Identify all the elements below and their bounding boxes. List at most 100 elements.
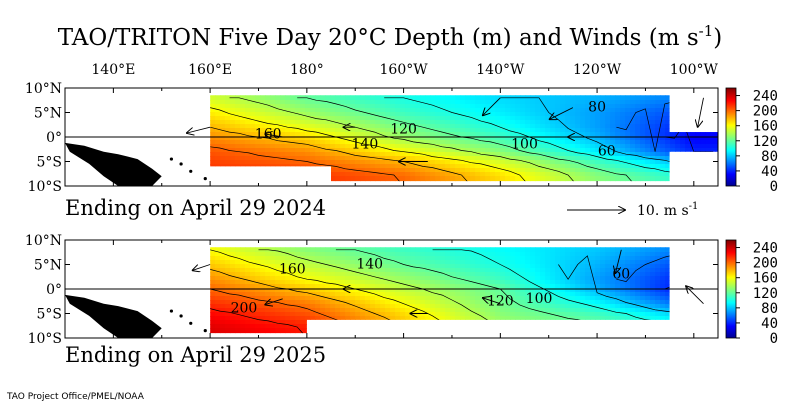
depth-cell [665,100,671,105]
depth-cell [380,168,386,173]
depth-cell [365,260,371,265]
depth-cell [465,164,471,169]
depth-cell [335,248,341,253]
depth-cell [695,95,701,97]
depth-cell [325,247,331,249]
depth-cell [245,292,251,297]
depth-cell [575,116,581,121]
depth-cell [290,100,296,105]
depth-cell [430,180,436,182]
depth-cell [470,300,476,305]
depth-cell [225,168,231,173]
depth-cell [505,104,511,109]
depth-cell [405,132,411,137]
depth-cell [410,328,416,333]
depth-cell [700,95,706,97]
depth-cell [505,256,511,261]
depth-cell [295,140,301,145]
depth-cell [255,288,261,293]
depth-cell [435,296,441,301]
depth-cell [475,240,481,245]
depth-cell [685,152,691,157]
depth-cell [615,252,621,257]
depth-cell [640,164,646,169]
depth-cell [540,176,546,181]
depth-cell [465,152,471,157]
depth-cell [505,108,511,113]
depth-cell [465,288,471,293]
depth-cell [335,332,341,334]
depth-cell [650,240,656,245]
depth-cell [660,176,666,181]
depth-cell [240,120,246,125]
depth-cell [700,168,706,173]
depth-cell [370,308,376,313]
depth-cell [600,248,606,253]
depth-cell [380,112,386,117]
depth-cell [425,160,431,165]
depth-cell [340,296,346,301]
depth-cell [375,288,381,293]
depth-cell [525,144,531,149]
depth-cell [400,140,406,145]
depth-cell [600,247,606,249]
depth-cell [285,288,291,293]
depth-cell [255,316,261,321]
depth-cell [520,248,526,253]
depth-cell [490,284,496,289]
depth-cell [545,100,551,105]
depth-cell [280,172,286,177]
depth-cell [445,160,451,165]
depth-cell [710,120,716,125]
depth-cell [215,304,221,309]
depth-cell [560,108,566,113]
depth-cell [625,320,631,325]
depth-cell [530,116,536,121]
depth-cell [590,132,596,137]
depth-cell [510,284,516,289]
depth-cell [520,120,526,125]
depth-cell [340,264,346,269]
depth-cell [335,140,341,145]
depth-cell [420,132,426,137]
depth-cell [240,88,246,93]
depth-cell [340,240,346,245]
depth-cell [420,276,426,281]
depth-cell [705,112,711,117]
depth-cell [220,100,226,105]
depth-cell [285,284,291,289]
depth-cell [530,316,536,321]
depth-cell [440,160,446,165]
depth-cell [620,260,626,265]
depth-cell [260,328,266,333]
depth-cell [550,176,556,181]
depth-cell [420,156,426,161]
depth-cell [670,328,676,333]
depth-cell [585,292,591,297]
depth-cell [605,288,611,293]
depth-cell [610,316,616,321]
depth-cell [270,332,276,334]
depth-cell [680,152,686,157]
depth-cell [545,292,551,297]
depth-cell [550,164,556,169]
depth-cell [530,280,536,285]
depth-cell [670,316,676,321]
depth-cell [505,312,511,317]
depth-cell [410,112,416,117]
depth-cell [450,256,456,261]
depth-cell [510,172,516,177]
depth-cell [605,160,611,165]
depth-cell [415,164,421,169]
depth-cell [560,284,566,289]
depth-cell [510,268,516,273]
depth-cell [375,120,381,125]
depth-cell [645,324,651,329]
depth-cell [500,140,506,145]
depth-cell [250,96,256,101]
depth-cell [475,308,481,313]
depth-cell [530,88,536,93]
depth-cell [655,128,661,133]
depth-cell [460,316,466,321]
depth-cell [285,104,291,109]
